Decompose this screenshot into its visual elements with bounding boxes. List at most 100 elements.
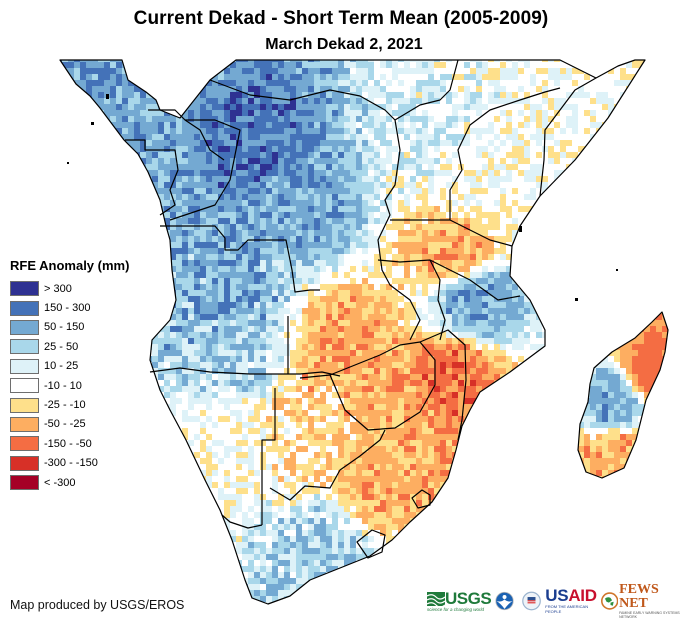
raster-cell: [590, 140, 596, 146]
raster-cell: [98, 152, 104, 158]
raster-cell: [60, 134, 62, 140]
raster-cell: [338, 290, 344, 296]
raster-cell: [548, 284, 554, 290]
raster-cell: [236, 338, 242, 344]
raster-cell: [560, 62, 566, 68]
raster-cell: [662, 242, 668, 248]
raster-cell: [554, 260, 560, 266]
raster-cell: [170, 200, 176, 206]
raster-cell: [302, 170, 308, 176]
raster-cell: [344, 224, 350, 230]
raster-cell: [242, 302, 248, 308]
raster-cell: [104, 122, 110, 128]
raster-cell: [158, 60, 164, 62]
raster-cell: [68, 104, 74, 110]
raster-cell: [386, 260, 392, 266]
raster-cell: [290, 290, 296, 296]
raster-cell: [506, 290, 512, 296]
raster-cell: [596, 242, 602, 248]
raster-cell: [152, 260, 158, 266]
raster-cell: [620, 140, 626, 146]
raster-cell: [608, 236, 614, 242]
raster-cell: [248, 80, 254, 86]
raster-cell: [464, 170, 470, 176]
raster-cell: [350, 284, 356, 290]
raster-cell: [170, 314, 176, 320]
raster-cell: [452, 236, 458, 242]
raster-cell: [170, 60, 176, 62]
raster-cell: [86, 242, 92, 248]
raster-cell: [200, 260, 206, 266]
raster-cell: [386, 296, 392, 302]
raster-cell: [284, 206, 290, 212]
raster-cell: [638, 314, 644, 320]
raster-cell: [272, 164, 278, 170]
raster-cell: [302, 230, 308, 236]
raster-cell: [206, 314, 212, 320]
raster-cell: [62, 128, 68, 134]
raster-cell: [380, 332, 386, 338]
raster-cell: [416, 338, 422, 344]
raster-cell: [62, 188, 68, 194]
raster-cell: [470, 110, 476, 116]
raster-cell: [356, 278, 362, 284]
raster-cell: [398, 60, 404, 62]
raster-cell: [644, 254, 650, 260]
raster-cell: [296, 146, 302, 152]
raster-cell: [152, 236, 158, 242]
raster-cell: [260, 134, 266, 140]
raster-cell: [212, 230, 218, 236]
raster-cell: [578, 224, 584, 230]
raster-cell: [482, 74, 488, 80]
raster-cell: [398, 224, 404, 230]
raster-cell: [194, 86, 200, 92]
raster-cell: [284, 176, 290, 182]
raster-cell: [608, 206, 614, 212]
raster-cell: [494, 80, 500, 86]
raster-cell: [218, 206, 224, 212]
raster-cell: [620, 236, 626, 242]
raster-cell: [308, 230, 314, 236]
raster-cell: [170, 236, 176, 242]
raster-cell: [518, 104, 524, 110]
raster-cell: [290, 254, 296, 260]
raster-cell: [614, 146, 620, 152]
raster-cell: [86, 62, 92, 68]
raster-cell: [254, 182, 260, 188]
raster-cell: [260, 296, 266, 302]
raster-cell: [230, 236, 236, 242]
raster-cell: [338, 260, 344, 266]
raster-cell: [74, 242, 80, 248]
raster-cell: [62, 212, 68, 218]
raster-cell: [464, 206, 470, 212]
raster-cell: [356, 146, 362, 152]
raster-cell: [416, 92, 422, 98]
raster-cell: [290, 212, 296, 218]
raster-cell: [320, 170, 326, 176]
raster-cell: [272, 296, 278, 302]
raster-cell: [398, 68, 404, 74]
raster-cell: [656, 158, 662, 164]
raster-cell: [296, 104, 302, 110]
raster-cell: [80, 146, 86, 152]
raster-cell: [560, 206, 566, 212]
raster-cell: [140, 218, 146, 224]
raster-cell: [440, 86, 446, 92]
raster-cell: [200, 116, 206, 122]
raster-cell: [146, 128, 152, 134]
raster-cell: [110, 176, 116, 182]
raster-cell: [194, 218, 200, 224]
raster-cell: [452, 296, 458, 302]
raster-cell: [506, 230, 512, 236]
raster-cell: [314, 176, 320, 182]
raster-cell: [188, 236, 194, 242]
raster-cell: [602, 60, 608, 62]
raster-cell: [614, 128, 620, 134]
raster-cell: [296, 308, 302, 314]
raster-cell: [524, 134, 530, 140]
raster-cell: [446, 296, 452, 302]
raster-cell: [290, 296, 296, 302]
raster-cell: [446, 170, 452, 176]
raster-cell: [548, 60, 554, 62]
raster-cell: [272, 344, 278, 350]
